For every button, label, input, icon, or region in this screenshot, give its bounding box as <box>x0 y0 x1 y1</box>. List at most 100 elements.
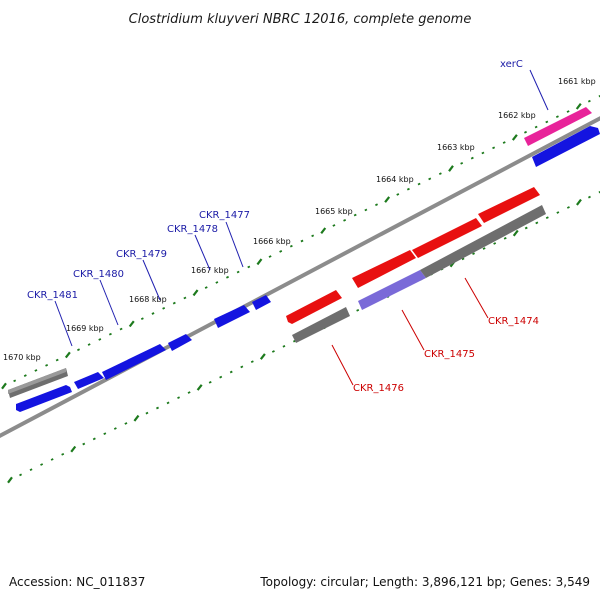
minor-tick <box>204 286 208 289</box>
label-ckr-1477[interactable]: CKR_1477 <box>199 210 250 221</box>
cds-ckr-1479[interactable] <box>102 344 166 380</box>
major-tick <box>320 227 327 234</box>
minor-tick <box>119 327 123 331</box>
major-tick <box>7 476 13 484</box>
minor-tick <box>555 115 559 119</box>
minor-tick <box>545 120 549 124</box>
minor-tick <box>482 247 486 250</box>
minor-tick <box>50 458 54 461</box>
minor-tick <box>353 213 357 217</box>
label-ckr-1476[interactable]: CKR_1476 <box>353 383 404 394</box>
major-tick <box>70 445 77 453</box>
minor-tick <box>587 99 591 103</box>
minor-tick <box>356 308 360 312</box>
minor-tick <box>460 161 464 165</box>
minor-tick <box>481 151 485 155</box>
tick-label-1667: 1667 kbp <box>191 266 229 275</box>
cds-forward-group <box>16 107 600 412</box>
cds-red-mid[interactable] <box>412 218 482 258</box>
minor-tick <box>566 206 570 209</box>
minor-tick <box>34 369 38 372</box>
major-tick <box>133 414 140 422</box>
major-tick <box>259 353 266 360</box>
minor-tick <box>76 348 81 352</box>
cds-xerc[interactable] <box>524 107 592 146</box>
minor-tick <box>556 211 560 214</box>
major-tick <box>384 196 391 203</box>
tick-label-1670: 1670 kbp <box>3 353 41 362</box>
cds-ckr-1478[interactable] <box>168 334 192 351</box>
reverse-labels: CKR_1474 CKR_1475 CKR_1476 <box>331 277 539 394</box>
minor-tick <box>162 306 166 310</box>
major-tick <box>192 289 199 297</box>
cds-ckr-1476[interactable] <box>286 290 342 324</box>
minor-tick <box>598 95 600 98</box>
outer-tick-row <box>1 95 600 390</box>
minor-tick <box>545 216 549 220</box>
gene-track-reverse <box>292 205 546 343</box>
tick-label-1665: 1665 kbp <box>315 207 353 216</box>
minor-tick <box>151 312 155 315</box>
minor-tick <box>598 191 600 194</box>
minor-tick <box>87 343 91 346</box>
cds-ckr-1475[interactable] <box>352 250 416 288</box>
minor-tick <box>98 338 102 341</box>
label-ckr-1479[interactable]: CKR_1479 <box>116 249 167 260</box>
tick-label-1664: 1664 kbp <box>376 175 414 184</box>
cds-ckr-1477-b[interactable] <box>252 295 271 310</box>
minor-tick <box>289 244 293 248</box>
cds-ckr-1481[interactable] <box>16 385 72 412</box>
minor-tick <box>535 221 539 225</box>
tick-label-1663: 1663 kbp <box>437 143 475 152</box>
minor-tick <box>124 422 128 425</box>
major-tick <box>448 165 454 172</box>
cds-ckr-1480[interactable] <box>74 372 104 389</box>
tick-label-1668: 1668 kbp <box>129 295 167 304</box>
cds-right-blue[interactable] <box>532 126 600 167</box>
minor-tick <box>92 437 96 441</box>
minor-tick <box>40 463 44 466</box>
cds-ckr-1477-a[interactable] <box>214 305 250 328</box>
label-xerc[interactable]: xerC <box>500 59 523 70</box>
minor-tick <box>279 249 283 253</box>
label-ckr-1478[interactable]: CKR_1478 <box>167 224 218 235</box>
minor-tick <box>374 203 379 207</box>
minor-tick <box>82 442 86 446</box>
minor-tick <box>229 370 233 374</box>
minor-tick <box>343 218 347 222</box>
label-ckr-1474[interactable]: CKR_1474 <box>488 316 539 327</box>
minor-tick <box>45 363 49 367</box>
minor-tick <box>470 156 474 160</box>
minor-tick <box>103 432 107 436</box>
footer-summary: Topology: circular; Length: 3,896,121 bp… <box>259 575 590 589</box>
minor-tick <box>183 296 187 300</box>
minor-tick <box>566 110 570 113</box>
major-tick <box>511 134 518 141</box>
minor-tick <box>215 281 219 284</box>
label-ckr-1481[interactable]: CKR_1481 <box>27 290 78 301</box>
minor-tick <box>236 270 240 274</box>
minor-tick <box>503 236 507 240</box>
minor-tick <box>140 317 144 321</box>
label-ckr-1480[interactable]: CKR_1480 <box>73 269 124 280</box>
minor-tick <box>156 406 159 410</box>
minor-tick <box>19 473 23 477</box>
minor-tick <box>472 252 475 256</box>
label-ckr-1475[interactable]: CKR_1475 <box>424 349 475 360</box>
minor-tick <box>502 141 506 144</box>
minor-tick <box>13 379 17 383</box>
minor-tick <box>461 257 465 261</box>
minor-tick <box>524 226 528 230</box>
minor-tick <box>364 208 368 212</box>
minor-tick <box>406 187 410 191</box>
map-title: Clostridium kluyveri NBRC 12016, complet… <box>129 12 472 27</box>
minor-tick <box>428 177 432 181</box>
minor-tick <box>523 130 528 134</box>
minor-tick <box>492 146 496 150</box>
minor-tick <box>219 375 223 379</box>
minor-tick <box>225 275 230 279</box>
minor-tick <box>300 239 304 243</box>
cds-ckr-1474[interactable] <box>478 187 540 223</box>
tick-label-1661: 1661 kbp <box>558 77 596 86</box>
minor-tick <box>271 350 275 353</box>
